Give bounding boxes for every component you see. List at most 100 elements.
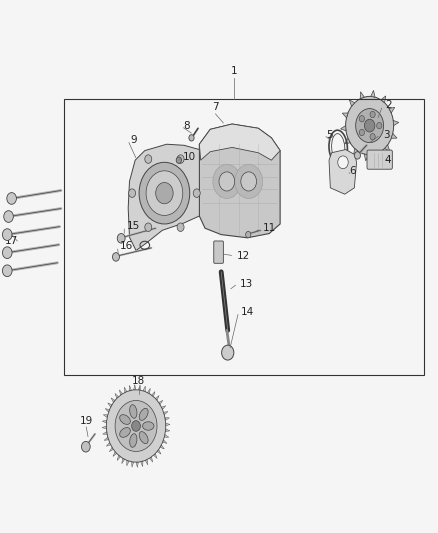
Circle shape bbox=[193, 189, 200, 197]
Polygon shape bbox=[106, 442, 111, 446]
Ellipse shape bbox=[139, 408, 148, 421]
Ellipse shape bbox=[120, 415, 131, 424]
Polygon shape bbox=[199, 124, 280, 238]
Polygon shape bbox=[122, 458, 125, 464]
Text: 6: 6 bbox=[349, 166, 356, 176]
Circle shape bbox=[177, 223, 184, 231]
Polygon shape bbox=[375, 152, 379, 159]
Circle shape bbox=[7, 192, 16, 204]
Polygon shape bbox=[199, 124, 280, 160]
Polygon shape bbox=[389, 107, 395, 113]
Polygon shape bbox=[393, 120, 399, 126]
Polygon shape bbox=[129, 385, 131, 391]
Circle shape bbox=[346, 96, 394, 155]
Polygon shape bbox=[113, 451, 117, 456]
Polygon shape bbox=[371, 90, 375, 97]
Polygon shape bbox=[117, 455, 120, 461]
Polygon shape bbox=[102, 421, 107, 423]
Text: 3: 3 bbox=[383, 130, 389, 140]
Polygon shape bbox=[134, 384, 136, 390]
Text: 19: 19 bbox=[80, 416, 93, 426]
Text: 8: 8 bbox=[183, 121, 190, 131]
Circle shape bbox=[364, 119, 375, 132]
Text: 16: 16 bbox=[120, 241, 133, 251]
Circle shape bbox=[115, 400, 157, 451]
Text: 11: 11 bbox=[263, 223, 276, 233]
Polygon shape bbox=[149, 457, 153, 462]
Polygon shape bbox=[163, 411, 168, 415]
Circle shape bbox=[246, 231, 251, 238]
Polygon shape bbox=[108, 403, 112, 407]
Text: 1: 1 bbox=[231, 66, 237, 76]
Polygon shape bbox=[141, 461, 143, 467]
Text: 15: 15 bbox=[127, 221, 140, 231]
Text: 18: 18 bbox=[132, 376, 145, 385]
Circle shape bbox=[219, 172, 235, 191]
Circle shape bbox=[3, 247, 12, 259]
Polygon shape bbox=[164, 434, 169, 437]
Circle shape bbox=[3, 265, 12, 277]
Circle shape bbox=[235, 165, 263, 198]
FancyBboxPatch shape bbox=[367, 150, 392, 169]
Ellipse shape bbox=[130, 405, 137, 418]
Circle shape bbox=[145, 223, 152, 231]
Polygon shape bbox=[157, 449, 161, 454]
Text: 7: 7 bbox=[212, 102, 219, 112]
Ellipse shape bbox=[143, 422, 154, 430]
Polygon shape bbox=[381, 96, 386, 103]
Polygon shape bbox=[131, 462, 134, 467]
Circle shape bbox=[359, 130, 364, 136]
Polygon shape bbox=[104, 437, 109, 440]
Polygon shape bbox=[111, 398, 115, 402]
Circle shape bbox=[241, 172, 257, 191]
Polygon shape bbox=[105, 409, 110, 412]
Polygon shape bbox=[329, 150, 357, 194]
Polygon shape bbox=[340, 126, 346, 131]
Circle shape bbox=[117, 233, 125, 243]
Polygon shape bbox=[155, 395, 159, 400]
Polygon shape bbox=[360, 92, 364, 99]
Circle shape bbox=[177, 155, 184, 163]
Polygon shape bbox=[128, 144, 199, 251]
Text: 2: 2 bbox=[385, 100, 392, 110]
Polygon shape bbox=[148, 389, 150, 394]
Ellipse shape bbox=[130, 434, 137, 447]
Circle shape bbox=[155, 182, 173, 204]
Polygon shape bbox=[350, 100, 355, 107]
Circle shape bbox=[81, 441, 90, 452]
Circle shape bbox=[113, 253, 120, 261]
Polygon shape bbox=[102, 432, 107, 434]
Circle shape bbox=[354, 152, 360, 159]
Polygon shape bbox=[153, 454, 157, 458]
Polygon shape bbox=[159, 400, 163, 405]
Text: 12: 12 bbox=[237, 251, 250, 261]
Circle shape bbox=[145, 155, 152, 163]
Circle shape bbox=[106, 390, 166, 462]
Polygon shape bbox=[385, 145, 390, 151]
Text: 14: 14 bbox=[241, 306, 254, 317]
Circle shape bbox=[370, 134, 375, 140]
Polygon shape bbox=[165, 417, 170, 421]
Polygon shape bbox=[345, 138, 350, 144]
Circle shape bbox=[4, 211, 13, 222]
Polygon shape bbox=[110, 447, 113, 451]
Circle shape bbox=[338, 156, 348, 168]
Text: 17: 17 bbox=[5, 236, 18, 246]
Polygon shape bbox=[124, 387, 127, 393]
Circle shape bbox=[189, 135, 194, 141]
Bar bbox=[64, 99, 424, 375]
Polygon shape bbox=[120, 390, 123, 395]
Ellipse shape bbox=[120, 427, 131, 437]
Circle shape bbox=[3, 229, 12, 240]
Polygon shape bbox=[166, 429, 170, 432]
FancyBboxPatch shape bbox=[214, 241, 223, 263]
Polygon shape bbox=[102, 426, 106, 429]
Polygon shape bbox=[136, 462, 138, 467]
Polygon shape bbox=[143, 386, 145, 392]
Text: 4: 4 bbox=[385, 155, 392, 165]
Circle shape bbox=[129, 189, 136, 197]
Polygon shape bbox=[145, 459, 148, 465]
Polygon shape bbox=[152, 392, 155, 397]
Circle shape bbox=[370, 111, 375, 118]
Polygon shape bbox=[353, 149, 358, 155]
